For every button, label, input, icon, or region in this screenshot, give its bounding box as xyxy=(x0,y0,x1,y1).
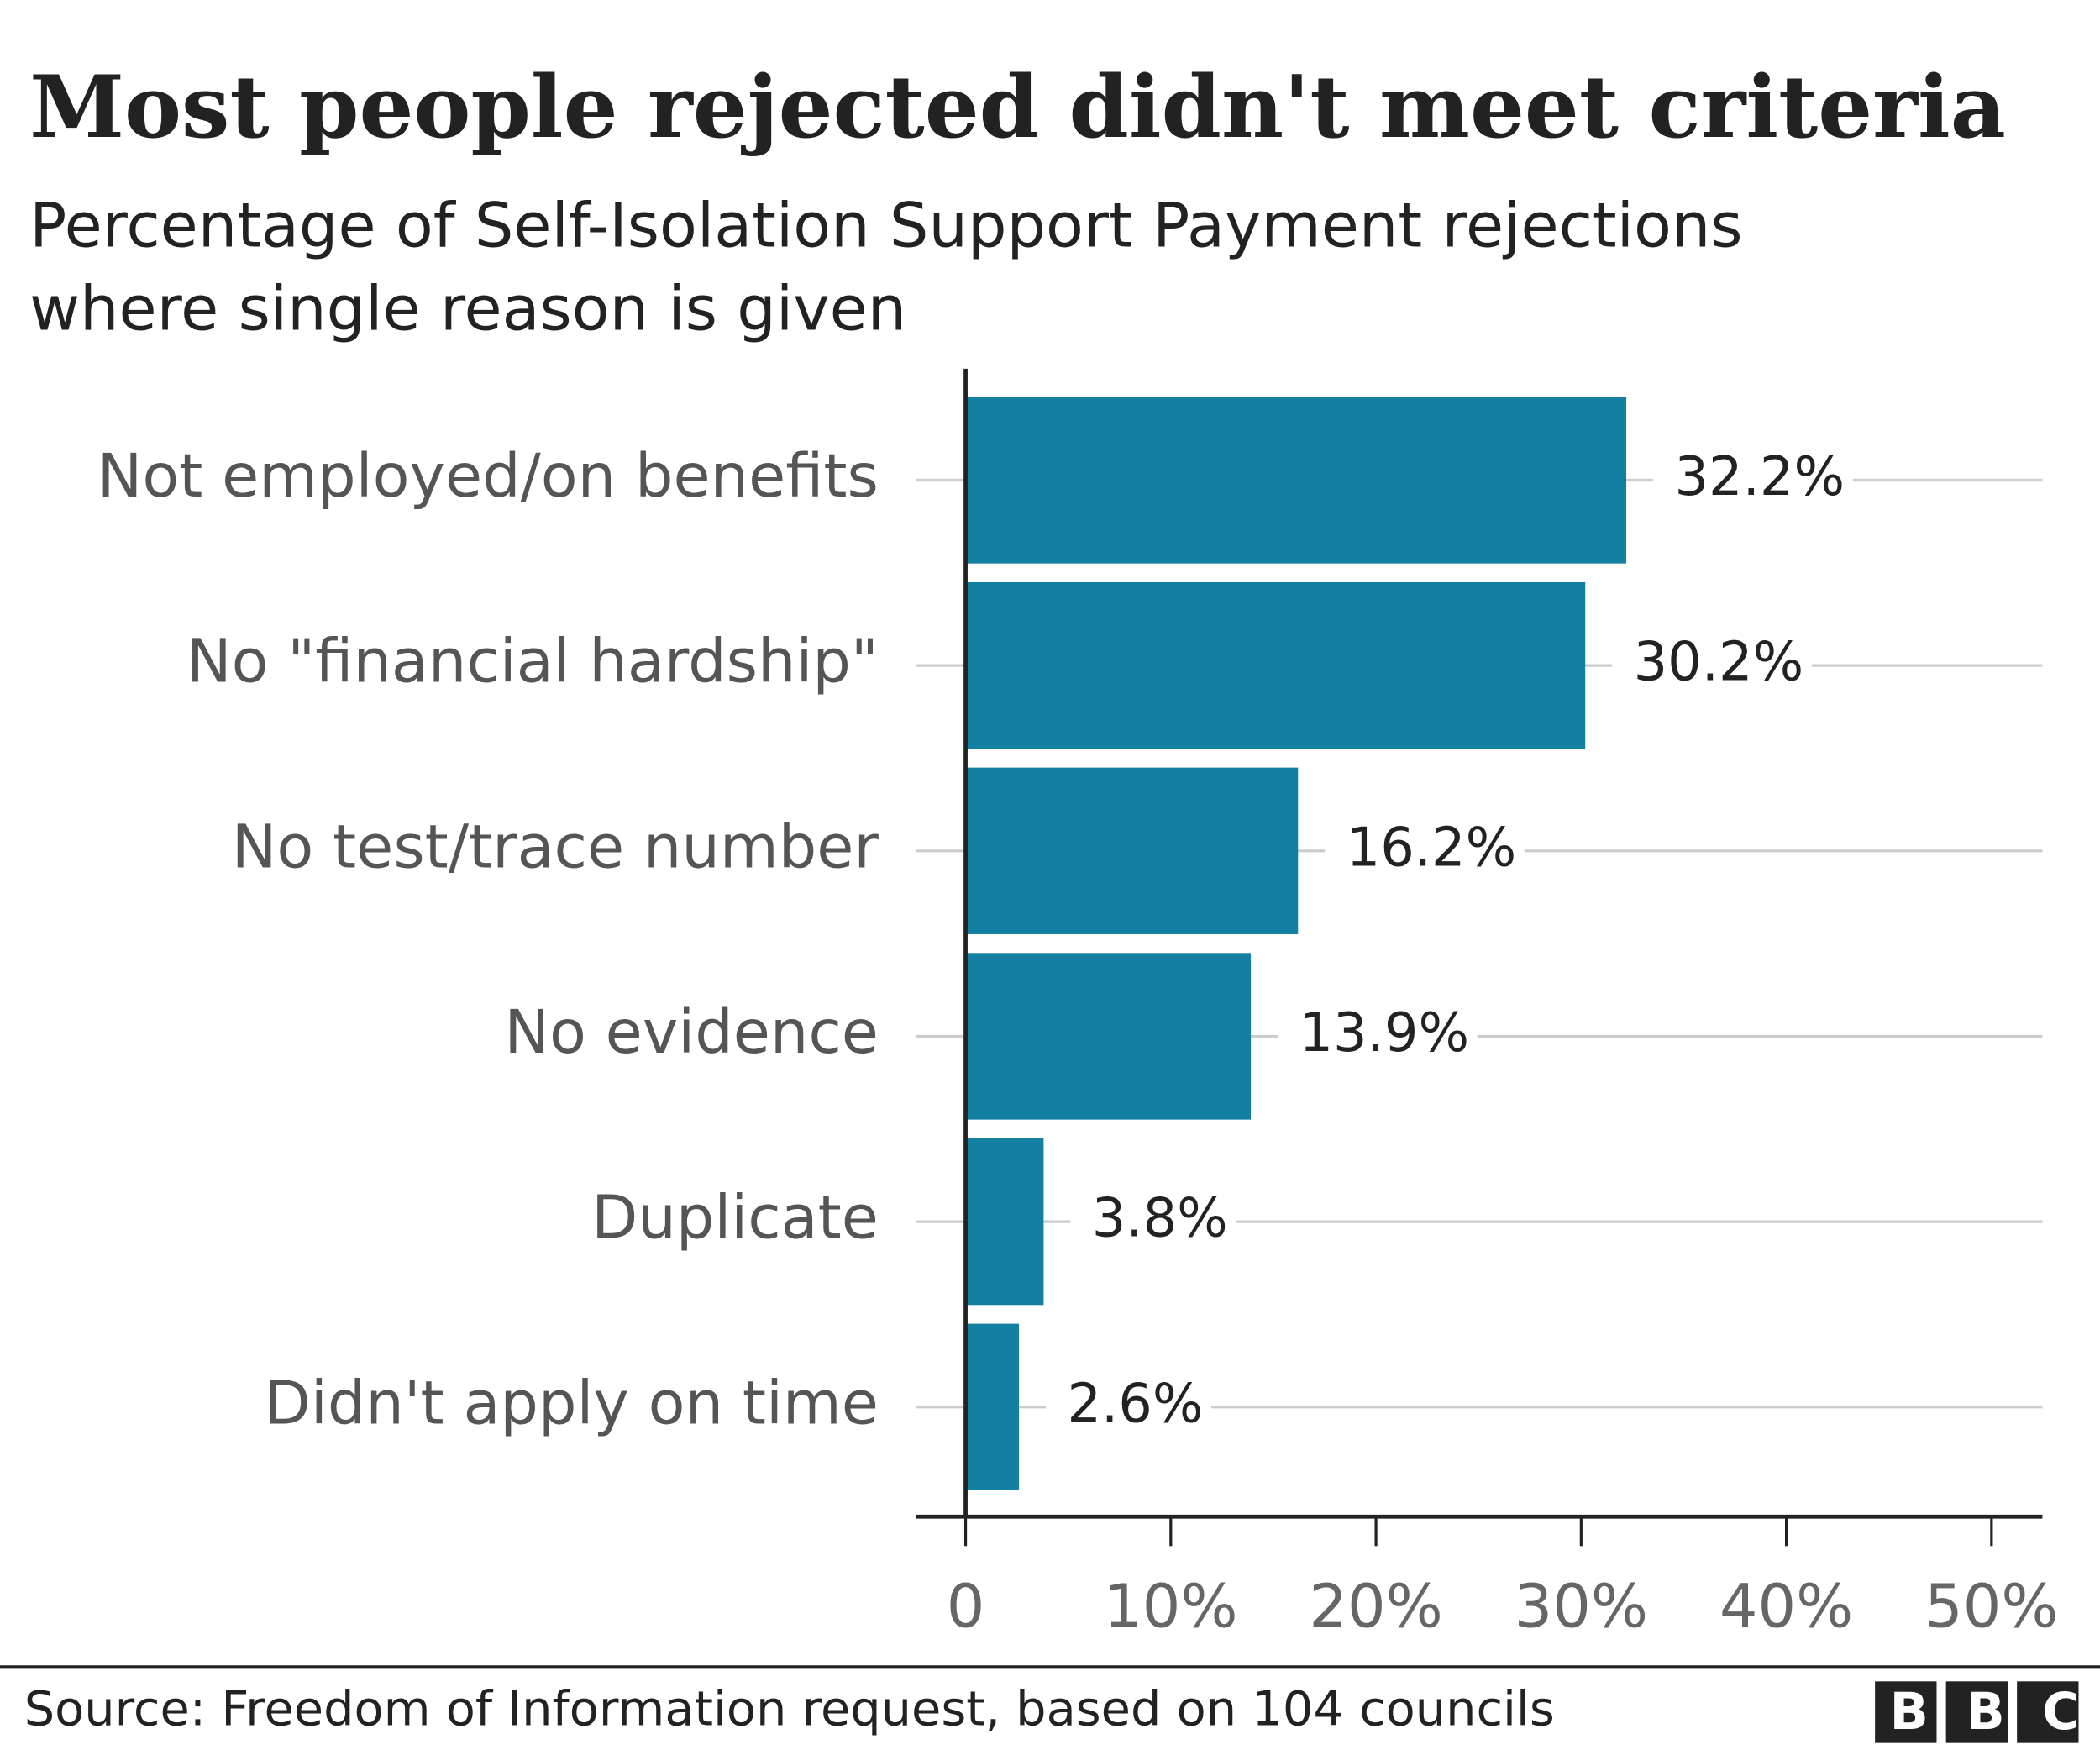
y-tick-label: Duplicate xyxy=(591,1182,879,1253)
value-label: 32.2% xyxy=(1674,446,1845,508)
source: Source: Freedom of Information request, … xyxy=(24,1681,1555,1737)
bar xyxy=(965,953,1252,1120)
x-tick-label: 30% xyxy=(1515,1570,1648,1641)
value-label: 30.2% xyxy=(1634,632,1804,694)
value-label: 2.6% xyxy=(1067,1373,1203,1435)
label-bg xyxy=(1277,1002,1478,1065)
y-tick-label: No evidence xyxy=(504,996,879,1067)
chart-subtitle: Percentage of Self-Isolation Support Pay… xyxy=(29,191,1743,262)
value-label: 13.9% xyxy=(1299,1002,1469,1064)
chart-subtitle: where single reason is given xyxy=(29,274,906,345)
bar xyxy=(965,1323,1020,1490)
label-bg xyxy=(1612,631,1812,694)
x-tick-label: 20% xyxy=(1309,1570,1442,1641)
logo: BBC xyxy=(1875,1681,2100,1743)
x-tick-label: 10% xyxy=(1104,1570,1237,1641)
y-tick-label: Not employed/on benefits xyxy=(97,440,879,511)
bar xyxy=(965,767,1299,934)
y-tick-label: No test/trace number xyxy=(232,811,879,881)
bar xyxy=(965,1138,1044,1306)
label-bg xyxy=(1652,446,1853,509)
x-tick-label: 0 xyxy=(947,1570,985,1641)
label-bg xyxy=(1070,1187,1236,1250)
value-label: 16.2% xyxy=(1347,817,1517,879)
bar xyxy=(965,397,1627,564)
chart-title: Most people rejected didn't meet criteri… xyxy=(29,57,2006,158)
x-tick-label: 50% xyxy=(1924,1570,2058,1641)
bar xyxy=(965,581,1586,749)
label-bg xyxy=(1045,1373,1212,1436)
logo-text: BBC xyxy=(1890,1683,2100,1742)
x-tick-label: 40% xyxy=(1719,1570,1853,1641)
logo-box xyxy=(2017,1681,2079,1743)
y-tick-label: No "financial hardship" xyxy=(186,626,879,696)
value-label: 3.8% xyxy=(1092,1188,1228,1250)
y-tick-label: Didn't apply on time xyxy=(265,1367,879,1437)
logo-box xyxy=(1875,1681,1937,1743)
label-bg xyxy=(1325,817,1525,880)
logo-box xyxy=(1945,1681,2008,1743)
